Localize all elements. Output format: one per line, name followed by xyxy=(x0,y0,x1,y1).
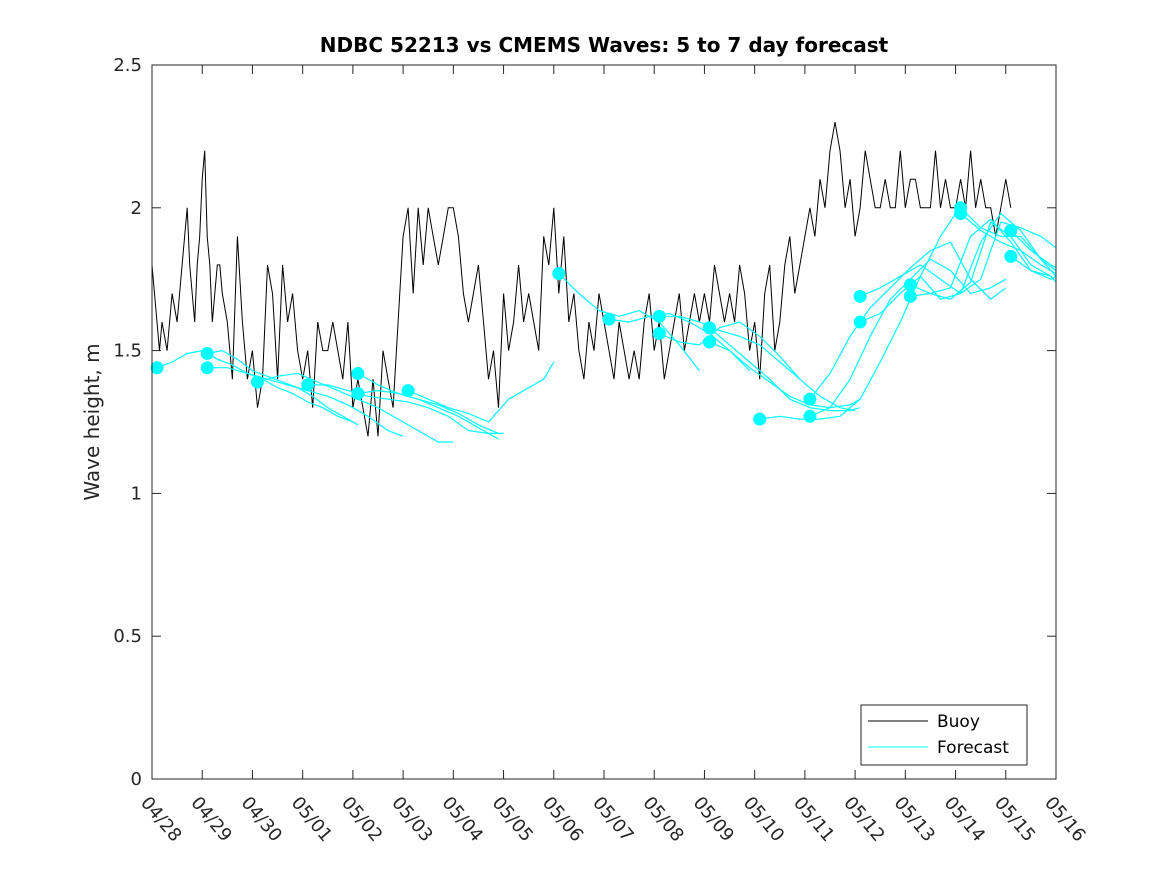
forecast-start-marker xyxy=(954,201,968,215)
forecast-start-marker xyxy=(903,289,917,303)
forecast-start-marker xyxy=(803,409,817,423)
forecast-line xyxy=(658,321,856,412)
forecast-start-marker xyxy=(301,378,315,392)
forecast-line xyxy=(407,361,555,423)
legend-forecast-label: Forecast xyxy=(937,738,1009,758)
plot-area xyxy=(152,65,1056,779)
forecast-start-marker xyxy=(200,346,214,360)
forecast-start-marker xyxy=(702,321,716,335)
legend-buoy-label: Buoy xyxy=(937,712,980,732)
y-axis-label: Wave height, m xyxy=(80,343,104,500)
forecast-start-marker xyxy=(853,289,867,303)
forecast-line xyxy=(307,384,504,434)
forecast-line xyxy=(910,221,1057,300)
forecast-line xyxy=(1010,230,1057,269)
forecast-start-marker xyxy=(200,361,214,375)
buoy-line xyxy=(151,122,1012,437)
forecast-line xyxy=(709,327,861,412)
y-tick-label: 1 xyxy=(131,483,142,504)
forecast-start-marker xyxy=(803,392,817,406)
plot-frame xyxy=(151,64,1057,780)
forecast-start-marker xyxy=(351,366,365,380)
legend: Buoy Forecast xyxy=(860,704,1028,766)
y-tick-label: 2.5 xyxy=(113,55,142,76)
forecast-line xyxy=(809,241,1007,400)
forecast-line xyxy=(1010,255,1057,283)
forecast-line xyxy=(709,341,861,409)
forecast-start-marker xyxy=(1004,249,1018,263)
forecast-markers xyxy=(150,201,1018,426)
y-tick-label: 2 xyxy=(131,198,142,219)
y-tick-label: 0 xyxy=(131,769,142,790)
forecast-start-marker xyxy=(903,278,917,292)
forecast-start-marker xyxy=(150,361,164,375)
forecast-line xyxy=(910,218,1057,297)
forecast-line xyxy=(659,315,801,380)
forecast-start-marker xyxy=(652,326,666,340)
y-tick-label: 1.5 xyxy=(113,341,142,362)
forecast-start-marker xyxy=(401,384,415,398)
forecast-line xyxy=(207,349,359,426)
y-tick-label: 0.5 xyxy=(113,626,142,647)
forecast-start-marker xyxy=(552,266,566,280)
forecast-line xyxy=(357,389,499,440)
legend-box xyxy=(860,704,1028,766)
buoy-series xyxy=(151,122,1012,437)
forecast-line xyxy=(357,372,499,434)
forecast-line xyxy=(960,213,1057,275)
forecast-start-marker xyxy=(250,375,264,389)
forecast-start-marker xyxy=(602,312,616,326)
forecast-start-marker xyxy=(702,335,716,349)
forecast-start-marker xyxy=(351,386,365,400)
chart-title: NDBC 52213 vs CMEMS Waves: 5 to 7 day fo… xyxy=(320,33,889,57)
forecast-start-marker xyxy=(753,412,767,426)
forecast-start-marker xyxy=(853,315,867,329)
forecast-line xyxy=(608,312,751,372)
forecast-line xyxy=(859,212,1057,323)
forecast-start-marker xyxy=(1004,224,1018,238)
forecast-start-marker xyxy=(652,309,666,323)
y-axis-ticks: 0 0.5 1 1.5 2 2.5 xyxy=(113,55,1056,790)
